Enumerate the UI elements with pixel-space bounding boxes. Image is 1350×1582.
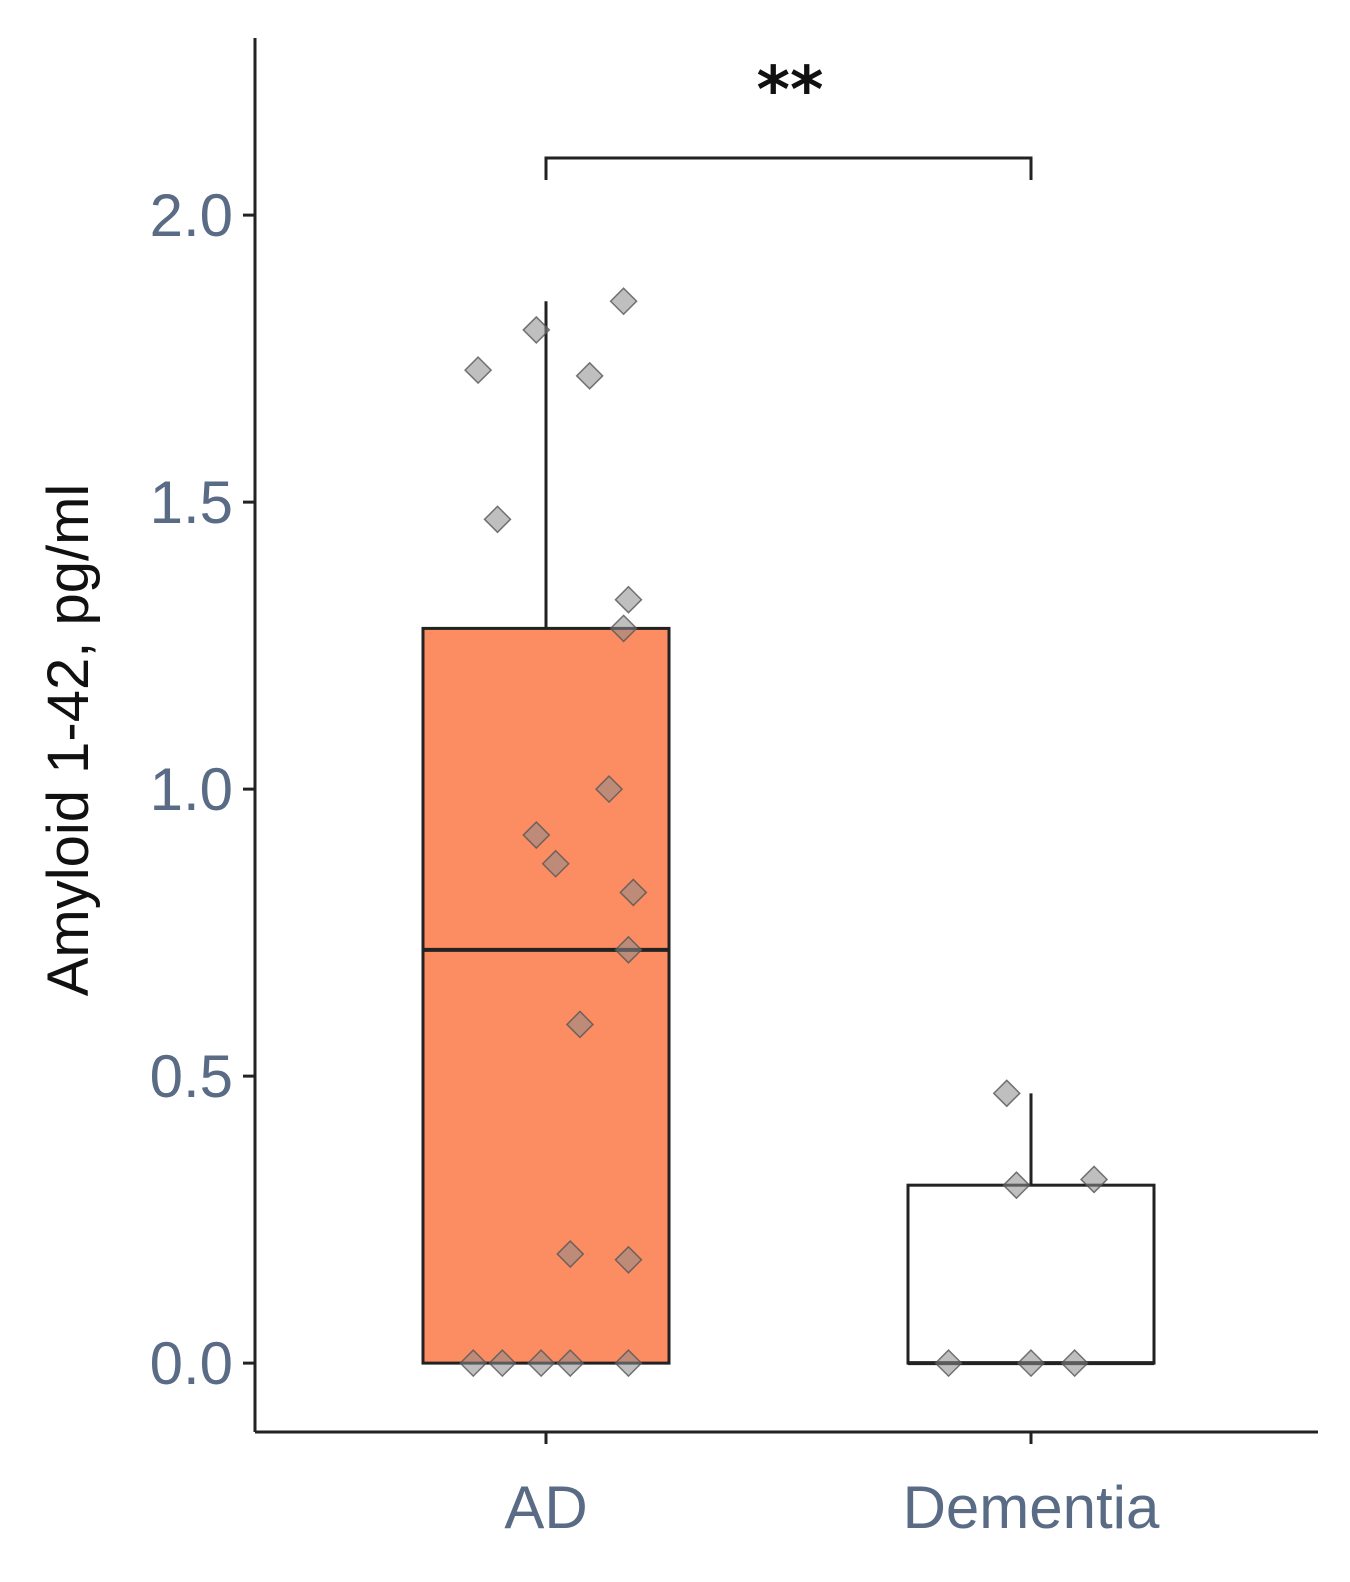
- data-point: [483, 505, 512, 534]
- data-point: [522, 315, 551, 344]
- box-group-ad: [421, 287, 671, 1378]
- data-point: [575, 361, 604, 390]
- data-point: [1016, 1349, 1046, 1378]
- plot-area: [421, 156, 1156, 1378]
- data-point: [614, 1245, 643, 1274]
- data-point: [1079, 1165, 1109, 1194]
- x-tick-label: Dementia: [903, 1474, 1160, 1541]
- data-point: [614, 1349, 643, 1378]
- data-point: [464, 356, 493, 385]
- y-tick-label: 1.5: [150, 469, 233, 536]
- data-point: [556, 1239, 585, 1269]
- y-tick-label: 1.0: [150, 756, 233, 823]
- data-point: [522, 820, 551, 850]
- y-tick-label: 2.0: [150, 182, 233, 249]
- y-axis-title: Amyloid 1-42, pg/ml: [36, 484, 101, 997]
- box-iqr: [906, 1183, 1156, 1365]
- x-tick-label: AD: [504, 1474, 587, 1541]
- data-point: [565, 1010, 595, 1039]
- data-point: [527, 1349, 556, 1378]
- y-tick-label: 0.5: [150, 1043, 233, 1110]
- significance-label: **: [757, 54, 824, 128]
- data-point: [488, 1349, 517, 1378]
- data-point: [609, 614, 638, 643]
- axes: 0.0 0.5 1.0 1.5 2.0 AD Dementia: [150, 38, 1318, 1541]
- data-point: [934, 1349, 963, 1378]
- data-point: [594, 775, 624, 804]
- data-point: [541, 849, 570, 878]
- data-point: [1002, 1171, 1031, 1200]
- data-point: [614, 935, 643, 964]
- data-point: [619, 878, 648, 907]
- data-point: [992, 1079, 1021, 1108]
- data-point: [609, 287, 638, 316]
- data-point: [459, 1349, 488, 1378]
- y-tick-label: 0.0: [150, 1330, 233, 1397]
- significance-bracket: [544, 156, 1033, 180]
- data-point: [614, 585, 643, 614]
- data-point: [556, 1349, 585, 1378]
- box-group-dementia: [906, 1079, 1156, 1378]
- data-point: [1060, 1349, 1089, 1378]
